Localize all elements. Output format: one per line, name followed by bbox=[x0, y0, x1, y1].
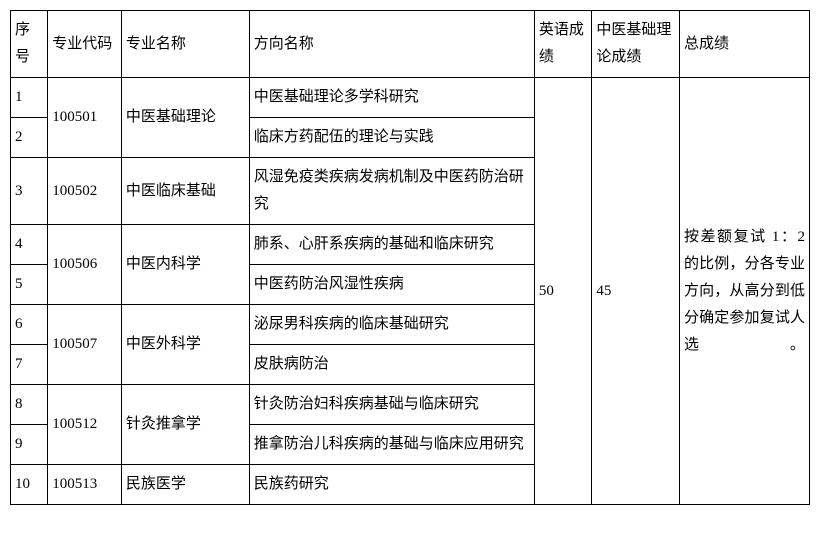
cell-code: 100502 bbox=[48, 158, 122, 225]
cell-code: 100512 bbox=[48, 385, 122, 465]
cell-major: 中医临床基础 bbox=[121, 158, 249, 225]
table-row: 1 100501 中医基础理论 中医基础理论多学科研究 50 45 按差额复试 … bbox=[11, 78, 810, 118]
cell-code: 100513 bbox=[48, 465, 122, 505]
cell-seq: 1 bbox=[11, 78, 48, 118]
cell-direction: 风湿免疫类疾病发病机制及中医药防治研究 bbox=[249, 158, 534, 225]
cell-direction: 民族药研究 bbox=[249, 465, 534, 505]
header-tcm-basic: 中医基础理论成绩 bbox=[592, 11, 680, 78]
header-english: 英语成绩 bbox=[534, 11, 591, 78]
cell-major: 中医基础理论 bbox=[121, 78, 249, 158]
cell-total-note: 按差额复试 1：2 的比例，分各专业方向，从高分到低分确定参加复试人选。 bbox=[679, 78, 809, 505]
cell-english-score: 50 bbox=[534, 78, 591, 505]
cell-direction: 皮肤病防治 bbox=[249, 345, 534, 385]
header-code: 专业代码 bbox=[48, 11, 122, 78]
cell-seq: 9 bbox=[11, 425, 48, 465]
cell-direction: 中医基础理论多学科研究 bbox=[249, 78, 534, 118]
cell-seq: 2 bbox=[11, 118, 48, 158]
cell-code: 100501 bbox=[48, 78, 122, 158]
cell-major: 中医外科学 bbox=[121, 305, 249, 385]
header-direction: 方向名称 bbox=[249, 11, 534, 78]
cell-direction: 中医药防治风湿性疾病 bbox=[249, 265, 534, 305]
cell-seq: 4 bbox=[11, 225, 48, 265]
cell-major: 针灸推拿学 bbox=[121, 385, 249, 465]
header-total: 总成绩 bbox=[679, 11, 809, 78]
cell-seq: 6 bbox=[11, 305, 48, 345]
header-row: 序号 专业代码 专业名称 方向名称 英语成绩 中医基础理论成绩 总成绩 bbox=[11, 11, 810, 78]
cell-seq: 8 bbox=[11, 385, 48, 425]
cell-direction: 针灸防治妇科疾病基础与临床研究 bbox=[249, 385, 534, 425]
cell-direction: 肺系、心肝系疾病的基础和临床研究 bbox=[249, 225, 534, 265]
cell-seq: 5 bbox=[11, 265, 48, 305]
cell-tcm-basic-score: 45 bbox=[592, 78, 680, 505]
cell-seq: 10 bbox=[11, 465, 48, 505]
cell-major: 民族医学 bbox=[121, 465, 249, 505]
cell-direction: 推拿防治儿科疾病的基础与临床应用研究 bbox=[249, 425, 534, 465]
header-major: 专业名称 bbox=[121, 11, 249, 78]
cell-major: 中医内科学 bbox=[121, 225, 249, 305]
cell-code: 100506 bbox=[48, 225, 122, 305]
admissions-table: 序号 专业代码 专业名称 方向名称 英语成绩 中医基础理论成绩 总成绩 1 10… bbox=[10, 10, 810, 505]
cell-code: 100507 bbox=[48, 305, 122, 385]
cell-direction: 泌尿男科疾病的临床基础研究 bbox=[249, 305, 534, 345]
cell-seq: 7 bbox=[11, 345, 48, 385]
header-seq: 序号 bbox=[11, 11, 48, 78]
cell-direction: 临床方药配伍的理论与实践 bbox=[249, 118, 534, 158]
cell-seq: 3 bbox=[11, 158, 48, 225]
